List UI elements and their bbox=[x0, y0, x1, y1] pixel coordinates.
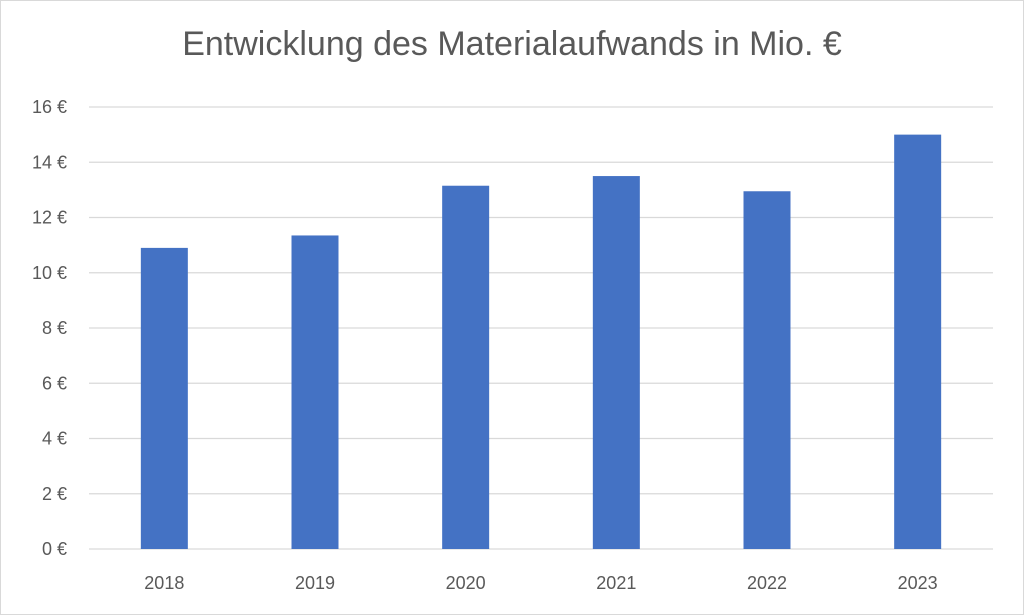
gridlines bbox=[89, 106, 993, 550]
bar-2022 bbox=[743, 191, 791, 549]
bar-2019 bbox=[291, 235, 339, 550]
bar-2020 bbox=[442, 185, 490, 549]
x-tick-label: 2021 bbox=[596, 573, 636, 593]
x-tick-label: 2023 bbox=[898, 573, 938, 593]
y-tick-label: 2 € bbox=[42, 484, 67, 504]
y-tick-label: 8 € bbox=[42, 318, 67, 338]
y-tick-label: 4 € bbox=[42, 429, 67, 449]
x-tick-label: 2022 bbox=[747, 573, 787, 593]
x-tick-label: 2018 bbox=[144, 573, 184, 593]
chart-title: Entwicklung des Materialaufwands in Mio.… bbox=[182, 25, 842, 63]
y-tick-label: 10 € bbox=[32, 263, 67, 283]
bar-2021 bbox=[592, 176, 640, 549]
x-tick-label: 2019 bbox=[295, 573, 335, 593]
y-axis-ticks: 0 € 2 € 4 € 6 € 8 € 10 € 12 € 14 € 16 € bbox=[32, 97, 67, 559]
y-tick-label: 14 € bbox=[32, 152, 67, 172]
y-tick-label: 12 € bbox=[32, 208, 67, 228]
y-tick-label: 0 € bbox=[42, 539, 67, 559]
bar-2023 bbox=[894, 134, 942, 549]
y-tick-label: 16 € bbox=[32, 97, 67, 117]
y-tick-label: 6 € bbox=[42, 373, 67, 393]
x-tick-label: 2020 bbox=[446, 573, 486, 593]
bars bbox=[140, 134, 942, 550]
x-axis-ticks: 2018 2019 2020 2021 2022 2023 bbox=[144, 573, 937, 593]
bar-2018 bbox=[140, 247, 188, 549]
